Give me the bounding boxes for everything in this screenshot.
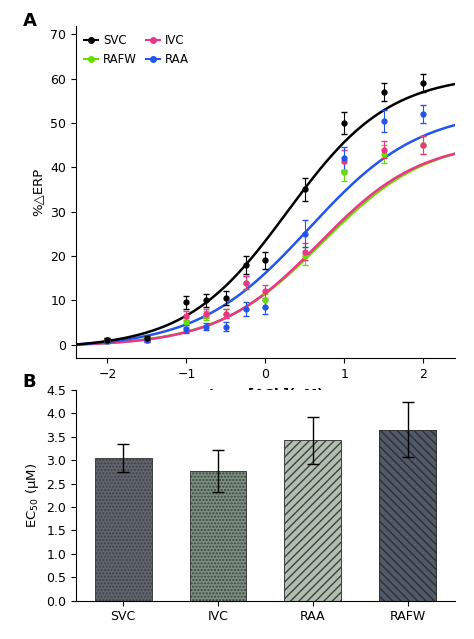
Y-axis label: EC$_{50}$ (μM): EC$_{50}$ (μM) (24, 463, 41, 528)
Y-axis label: %△ERP: %△ERP (32, 167, 45, 216)
Bar (95, 458, 152, 601)
Text: B: B (23, 373, 36, 391)
Bar (190, 471, 246, 601)
Legend: SVC, RAFW, IVC, RAA: SVC, RAFW, IVC, RAA (82, 31, 191, 68)
Bar (379, 429, 436, 601)
Text: A: A (23, 12, 36, 30)
Bar (284, 440, 341, 601)
X-axis label: Log$_{10}$[ACh]($\mu$M): Log$_{10}$[ACh]($\mu$M) (208, 386, 323, 403)
